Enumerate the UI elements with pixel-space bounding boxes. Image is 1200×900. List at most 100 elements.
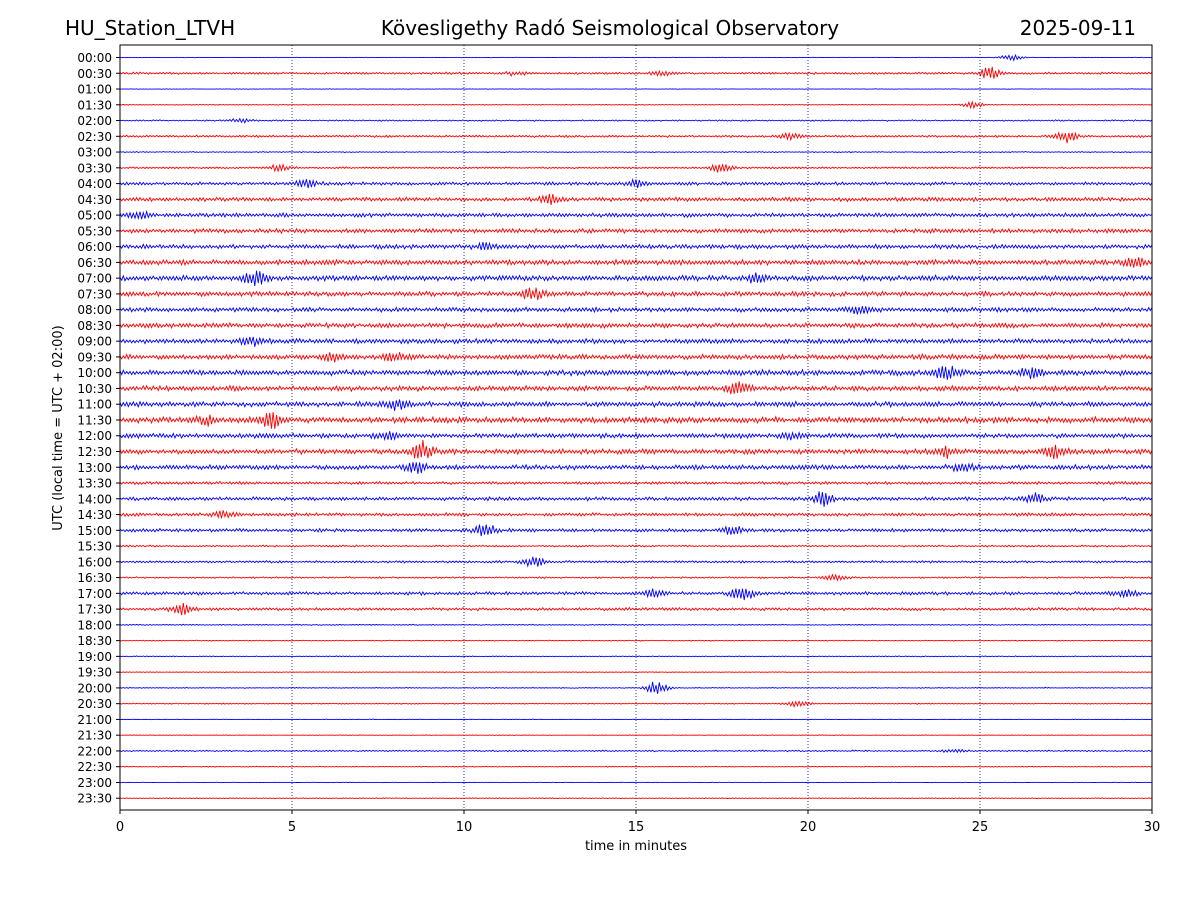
trace-1000 [119, 365, 1153, 380]
row-label: 10:00 [77, 366, 112, 380]
row-label: 18:30 [77, 634, 112, 648]
row-label: 13:30 [77, 477, 112, 491]
row-label: 13:00 [77, 461, 112, 475]
row-label: 04:30 [77, 193, 112, 207]
trace-0500 [119, 209, 1153, 221]
x-axis-ticks: 0 5 10 15 20 25 30 [116, 810, 1160, 835]
row-label: 05:30 [77, 224, 112, 238]
row-label: 16:30 [77, 571, 112, 585]
trace-2300 [119, 781, 1153, 784]
row-label: 20:30 [77, 697, 112, 711]
trace-1900 [119, 655, 1153, 658]
row-label: 18:00 [77, 618, 112, 632]
chart-date: 2025-09-11 [1020, 16, 1136, 40]
trace-0230 [119, 131, 1153, 144]
trace-1930 [119, 671, 1153, 673]
trace-1830 [119, 639, 1153, 642]
trace-1230 [119, 439, 1153, 460]
x-axis-label: time in minutes [585, 839, 687, 854]
row-label: 00:30 [77, 67, 112, 81]
chart-title: Kövesligethy Radó Seismological Observat… [381, 16, 839, 40]
row-label: 23:30 [77, 792, 112, 806]
row-label: 17:30 [77, 603, 112, 617]
trace-0830 [119, 321, 1153, 330]
trace-1200 [119, 430, 1153, 442]
row-label: 00:00 [77, 51, 112, 65]
y-axis-label: UTC (local time = UTC + 02:00) [51, 325, 66, 530]
x-tick-label: 20 [800, 820, 817, 835]
row-label: 16:00 [77, 555, 112, 569]
trace-1400 [119, 491, 1153, 507]
row-label: 02:30 [77, 130, 112, 144]
row-label: 06:30 [77, 256, 112, 270]
trace-1800 [119, 623, 1153, 627]
trace-1030 [119, 381, 1153, 395]
row-label: 12:30 [77, 445, 112, 459]
trace-1500 [119, 524, 1153, 537]
row-label: 11:30 [77, 413, 112, 427]
row-label: 06:00 [77, 240, 112, 254]
trace-2100 [119, 718, 1153, 721]
x-tick-label: 30 [1144, 820, 1161, 835]
trace-1430 [119, 510, 1153, 519]
trace-0800 [119, 305, 1153, 315]
row-label: 07:30 [77, 287, 112, 301]
row-label: 15:00 [77, 524, 112, 538]
trace-0730 [119, 287, 1153, 301]
row-label: 15:30 [77, 540, 112, 554]
trace-0130 [119, 100, 1153, 110]
trace-1330 [119, 480, 1153, 486]
station-name: HU_Station_LTVH [65, 16, 235, 40]
x-tick-label: 5 [288, 820, 296, 835]
row-label: 14:30 [77, 508, 112, 522]
trace-0530 [119, 227, 1153, 235]
row-label: 04:00 [77, 177, 112, 191]
trace-0330 [119, 162, 1153, 173]
trace-0700 [119, 270, 1153, 286]
seismic-traces [119, 53, 1153, 800]
row-label: 03:30 [77, 161, 112, 175]
plot-frame [119, 44, 1153, 811]
trace-1530 [119, 544, 1153, 548]
trace-0930 [119, 352, 1153, 363]
trace-0030 [119, 66, 1153, 79]
row-label: 19:00 [77, 650, 112, 664]
row-label: 20:00 [77, 681, 112, 695]
row-label: 01:30 [77, 98, 112, 112]
trace-1630 [119, 573, 1153, 582]
trace-1100 [119, 399, 1153, 411]
x-tick-label: 10 [456, 820, 473, 835]
x-tick-label: 0 [116, 820, 124, 835]
row-label: 02:00 [77, 114, 112, 128]
row-label: 22:00 [77, 744, 112, 758]
x-tick-label: 15 [628, 820, 645, 835]
row-label: 22:30 [77, 760, 112, 774]
row-label: 09:00 [77, 335, 112, 349]
row-label: 08:00 [77, 303, 112, 317]
trace-1130 [119, 412, 1153, 430]
trace-0400 [119, 177, 1153, 189]
trace-0630 [119, 257, 1153, 268]
row-label: 11:00 [77, 398, 112, 412]
trace-0000 [119, 53, 1153, 62]
trace-2230 [119, 765, 1153, 768]
trace-2200 [119, 748, 1153, 754]
trace-0300 [119, 150, 1153, 154]
row-label: 05:00 [77, 209, 112, 223]
row-label: 03:00 [77, 146, 112, 160]
trace-0430 [119, 193, 1153, 205]
row-label: 23:00 [77, 776, 112, 790]
trace-1300 [119, 462, 1153, 474]
trace-1700 [119, 588, 1153, 601]
x-tick-label: 25 [972, 820, 989, 835]
trace-1600 [119, 556, 1153, 568]
trace-0200 [119, 117, 1153, 124]
trace-2030 [119, 700, 1153, 708]
row-label: 21:30 [77, 729, 112, 743]
vertical-gridlines [291, 45, 981, 810]
row-label: 09:30 [77, 350, 112, 364]
trace-2330 [119, 797, 1153, 800]
row-label: 08:30 [77, 319, 112, 333]
trace-2130 [119, 734, 1153, 736]
